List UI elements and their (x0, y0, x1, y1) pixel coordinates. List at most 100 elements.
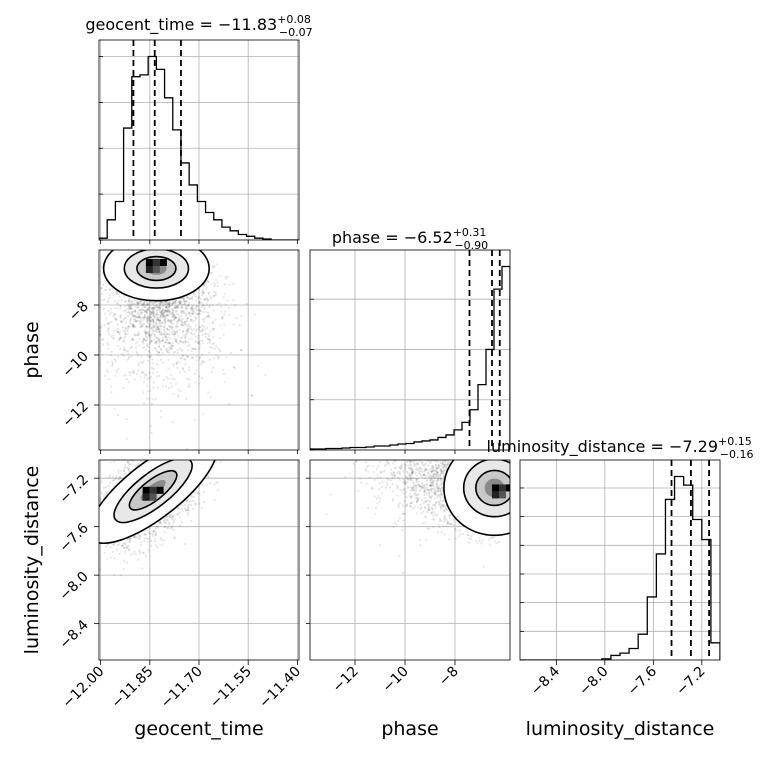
pair-geocent-time-vs-phase-sample-point (198, 309, 200, 311)
pair-geocent-time-vs-luminosity-distance-sample-point (165, 522, 167, 524)
pair-geocent-time-vs-luminosity-distance-sample-point (182, 442, 184, 444)
pair-geocent-time-vs-phase-sample-point (158, 309, 160, 311)
pair-geocent-time-vs-phase-sample-point (175, 331, 177, 333)
pair-geocent-time-vs-phase-sample-point (216, 282, 218, 284)
pair-geocent-time-vs-phase-sample-point (148, 350, 150, 352)
pair-geocent-time-vs-phase-sample-point (123, 387, 125, 389)
pair-geocent-time-vs-luminosity-distance-sample-point (170, 447, 172, 449)
pair-geocent-time-vs-phase-sample-point (194, 382, 196, 384)
pair-geocent-time-vs-phase-sample-point (175, 325, 177, 327)
pair-geocent-time-vs-phase-sample-point (102, 284, 104, 286)
pair-geocent-time-vs-luminosity-distance-sample-point (96, 552, 98, 554)
pair-geocent-time-vs-phase-sample-point (140, 312, 142, 314)
pair-geocent-time-vs-phase-sample-point (224, 293, 226, 295)
pair-geocent-time-vs-phase-sample-point (181, 307, 183, 309)
pair-geocent-time-vs-phase-sample-point (109, 313, 111, 315)
pair-geocent-time-vs-luminosity-distance-sample-point (132, 456, 134, 458)
pair-geocent-time-vs-phase-sample-point (194, 319, 196, 321)
pair-geocent-time-vs-phase-sample-point (205, 333, 207, 335)
pair-geocent-time-vs-phase-sample-point (236, 317, 238, 319)
pair-geocent-time-vs-phase-sample-point (147, 331, 149, 333)
pair-geocent-time-vs-luminosity-distance-sample-point (105, 486, 107, 488)
pair-geocent-time-vs-phase-sample-point (113, 313, 115, 315)
pair-geocent-time-vs-luminosity-distance-sample-point (117, 472, 119, 474)
pair-geocent-time-vs-phase-sample-point (151, 432, 153, 434)
pair-geocent-time-vs-phase-sample-point (215, 279, 217, 281)
pair-geocent-time-vs-luminosity-distance-sample-point (148, 457, 150, 459)
pair-geocent-time-vs-luminosity-distance-sample-point (173, 427, 175, 429)
pair-geocent-time-vs-luminosity-distance-sample-point (167, 455, 169, 457)
pair-geocent-time-vs-phase-sample-point (156, 310, 158, 312)
pair-geocent-time-vs-phase-sample-point (136, 313, 138, 315)
pair-geocent-time-vs-phase-sample-point (175, 383, 177, 385)
pair-geocent-time-vs-luminosity-distance-sample-point (179, 512, 181, 514)
pair-geocent-time-vs-phase-sample-point (213, 357, 215, 359)
pair-geocent-time-vs-phase-sample-point (182, 304, 184, 306)
pair-geocent-time-vs-phase-sample-point (114, 360, 116, 362)
pair-geocent-time-vs-phase-sample-point (125, 317, 127, 319)
pair-geocent-time-vs-phase-sample-point (192, 305, 194, 307)
pair-geocent-time-vs-luminosity-distance-sample-point (140, 541, 142, 543)
pair-geocent-time-vs-phase-sample-point (202, 360, 204, 362)
pair-geocent-time-vs-phase-sample-point (114, 358, 116, 360)
pair-geocent-time-vs-phase-sample-point (168, 310, 170, 312)
pair-geocent-time-vs-luminosity-distance-sample-point (163, 457, 165, 459)
pair-geocent-time-vs-luminosity-distance-sample-point (176, 514, 178, 516)
pair-geocent-time-vs-phase-sample-point (227, 276, 229, 278)
pair-geocent-time-vs-phase-sample-point (121, 299, 123, 301)
pair-geocent-time-vs-phase-sample-point (152, 307, 154, 309)
pair-geocent-time-vs-phase-sample-point (184, 303, 186, 305)
pair-geocent-time-vs-luminosity-distance-sample-point (174, 442, 176, 444)
pair-geocent-time-vs-phase-sample-point (116, 372, 118, 374)
pair-geocent-time-vs-phase-sample-point (241, 350, 243, 352)
pair-geocent-time-vs-phase-sample-point (212, 336, 214, 338)
pair-geocent-time-vs-luminosity-distance-sample-point (104, 552, 106, 554)
pair-geocent-time-vs-phase-sample-point (200, 298, 202, 300)
pair-geocent-time-vs-phase-sample-point (174, 351, 176, 353)
pair-geocent-time-vs-phase-peak-cell (146, 259, 153, 266)
pair-geocent-time-vs-luminosity-distance-sample-point (162, 426, 164, 428)
pair-geocent-time-vs-luminosity-distance-sample-point (219, 384, 221, 386)
pair-geocent-time-vs-phase-sample-point (136, 373, 138, 375)
pair-geocent-time-vs-phase-sample-point (160, 348, 162, 350)
pair-geocent-time-vs-phase-sample-point (156, 353, 158, 355)
pair-geocent-time-vs-phase-sample-point (138, 344, 140, 346)
pair-geocent-time-vs-phase-sample-point (128, 371, 130, 373)
pair-geocent-time-vs-phase-sample-point (96, 358, 98, 360)
pair-geocent-time-vs-luminosity-distance-sample-point (173, 426, 175, 428)
pair-geocent-time-vs-phase-sample-point (179, 301, 181, 303)
pair-geocent-time-vs-phase-sample-point (107, 348, 109, 350)
pair-geocent-time-vs-phase-sample-point (152, 358, 154, 360)
pair-geocent-time-vs-phase-sample-point (215, 292, 217, 294)
pair-geocent-time-vs-phase-sample-point (75, 331, 77, 333)
pair-geocent-time-vs-luminosity-distance-sample-point (193, 440, 195, 442)
pair-geocent-time-vs-phase-sample-point (96, 264, 98, 266)
pair-geocent-time-vs-phase-sample-point (196, 359, 198, 361)
pair-geocent-time-vs-phase-sample-point (195, 348, 197, 350)
pair-geocent-time-vs-luminosity-distance-sample-point (134, 550, 136, 552)
pair-geocent-time-vs-luminosity-distance-sample-point (148, 454, 150, 456)
pair-geocent-time-vs-phase-sample-point (207, 300, 209, 302)
pair-geocent-time-vs-phase-sample-point (207, 333, 209, 335)
pair-geocent-time-vs-phase-sample-point (141, 325, 143, 327)
pair-geocent-time-vs-phase-sample-point (152, 386, 154, 388)
pair-geocent-time-vs-luminosity-distance-sample-point (174, 537, 176, 539)
pair-geocent-time-vs-phase-sample-point (202, 285, 204, 287)
pair-geocent-time-vs-luminosity-distance-sample-point (203, 491, 205, 493)
pair-geocent-time-vs-phase-sample-point (186, 318, 188, 320)
pair-geocent-time-vs-phase-sample-point (96, 278, 98, 280)
pair-geocent-time-vs-phase-sample-point (188, 312, 190, 314)
pair-geocent-time-vs-phase-sample-point (151, 328, 153, 330)
pair-geocent-time-vs-phase-sample-point (143, 316, 145, 318)
pair-geocent-time-vs-phase-sample-point (184, 305, 186, 307)
pair-geocent-time-vs-luminosity-distance-sample-point (161, 452, 163, 454)
pair-geocent-time-vs-phase-sample-point (217, 357, 219, 359)
pair-geocent-time-vs-phase-sample-point (113, 334, 115, 336)
pair-geocent-time-vs-phase-sample-point (70, 328, 72, 330)
pair-geocent-time-vs-phase-sample-point (217, 347, 219, 349)
pair-geocent-time-vs-luminosity-distance-sample-point (182, 451, 184, 453)
pair-geocent-time-vs-luminosity-distance-sample-point (188, 504, 190, 506)
pair-geocent-time-vs-luminosity-distance-sample-point (203, 420, 205, 422)
pair-geocent-time-vs-luminosity-distance-sample-point (219, 445, 221, 447)
pair-geocent-time-vs-phase-sample-point (198, 383, 200, 385)
